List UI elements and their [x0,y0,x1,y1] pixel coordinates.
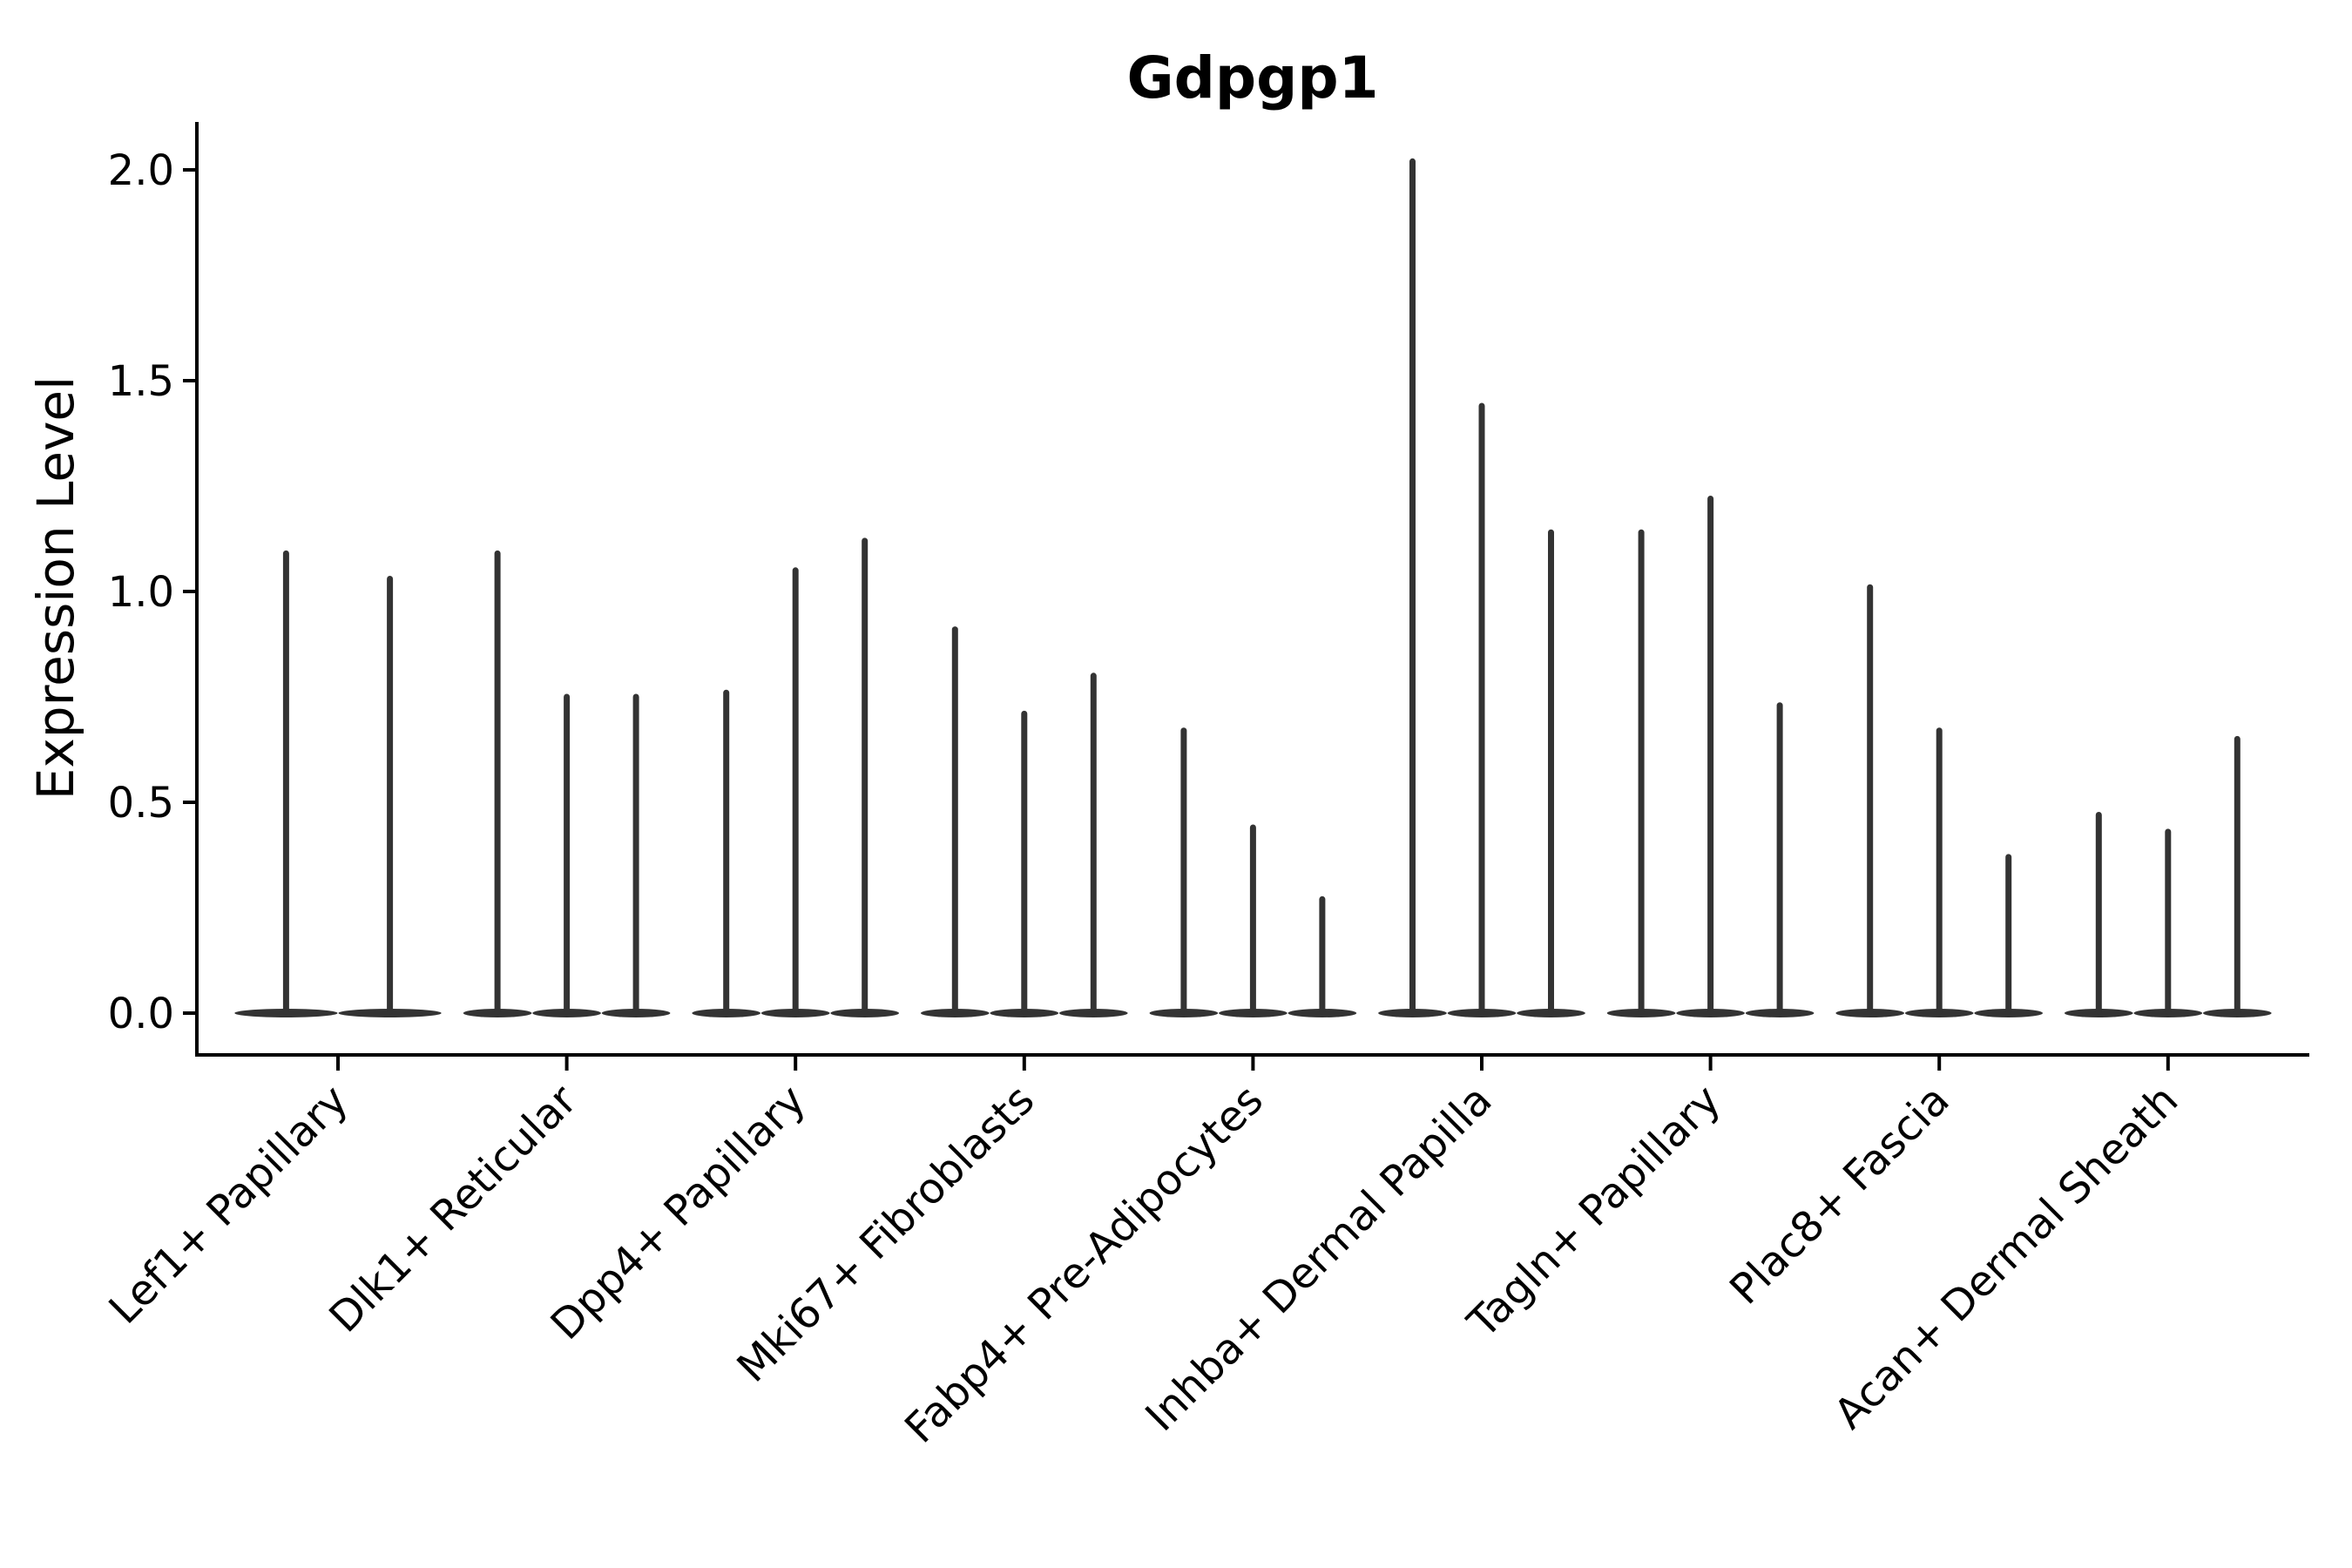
x-tick-label: Tagln+ Papillary [1458,1076,1730,1348]
y-tick-label: 2.0 [108,146,174,195]
x-tick-label: Lef1+ Papillary [100,1076,358,1334]
y-tick-label: 0.0 [108,990,174,1038]
chart-title: Gdpgp1 [1126,44,1378,112]
x-tick-label: Dpp4+ Papillary [542,1076,815,1349]
y-tick-label: 1.5 [108,357,174,406]
y-tick-label: 0.5 [108,779,174,828]
y-axis-label: Expression Level [26,376,85,800]
y-tick-label: 1.0 [108,568,174,617]
x-tick-label: Plac8+ Fascia [1720,1076,1959,1315]
x-tick-label: Dlk1+ Reticular [320,1076,586,1342]
